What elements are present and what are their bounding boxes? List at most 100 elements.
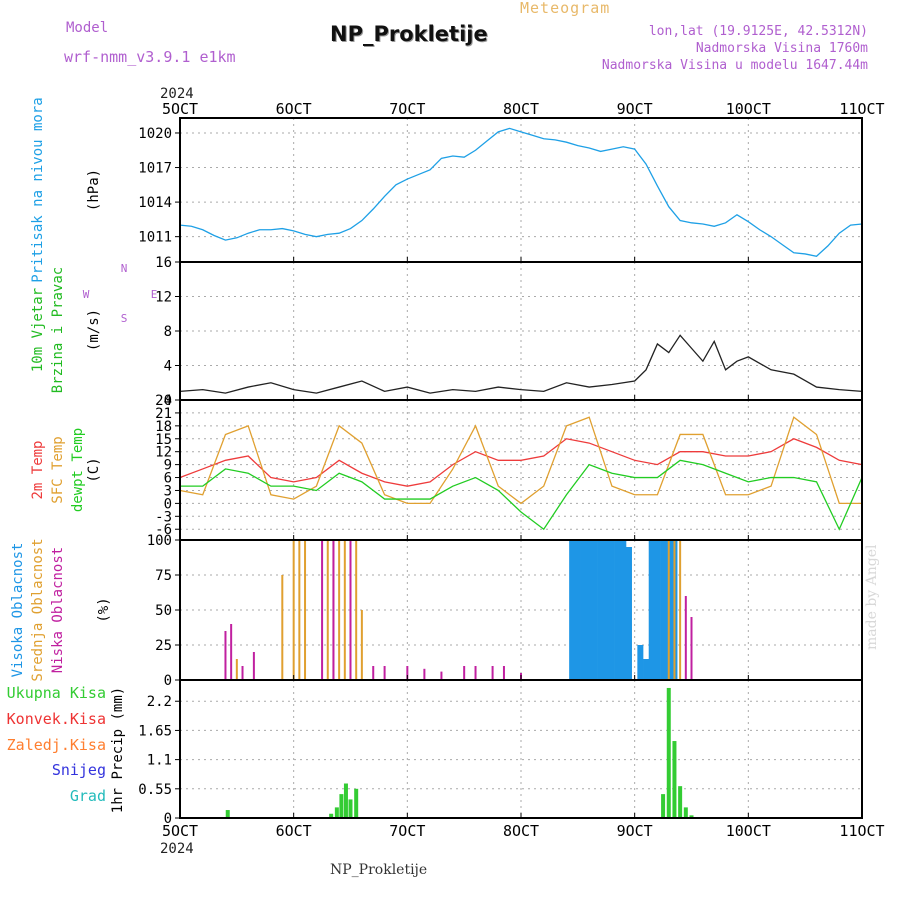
x-tick-label-bottom: 6OCT <box>276 822 312 840</box>
mid-cloud-bar <box>298 540 301 680</box>
low-cloud-bar <box>241 666 244 680</box>
y-tick-label: 4 <box>164 359 172 375</box>
y-tick-label: 1.1 <box>147 753 172 769</box>
pressure-line <box>179 127 863 257</box>
y-tick-label: 0 <box>164 811 172 827</box>
y-tick-label: 9 <box>164 458 172 474</box>
model-version: wrf-nmm_v3.9.1 e1km <box>64 48 236 66</box>
x-tick-label-top: 11OCT <box>839 100 884 118</box>
precip-bar <box>661 794 666 818</box>
low-cloud-bar <box>502 666 505 680</box>
y-tick-label: 1.65 <box>138 723 172 739</box>
y-tick-label: 18 <box>155 419 172 435</box>
low-cloud-bar <box>684 596 687 680</box>
wind-axis-label-2: Brzina i Pravac <box>50 267 66 393</box>
x-tick-label-bottom: 11OCT <box>839 822 884 840</box>
y-tick-label: 0.55 <box>138 782 172 798</box>
mid-cloud-bar <box>326 540 329 680</box>
sfc-line <box>179 416 862 505</box>
low-cloud-bar <box>406 666 409 680</box>
y-tick-label: 1014 <box>138 195 172 211</box>
footer-station: NP_Prokletije <box>330 862 428 878</box>
high-cloud-bar <box>608 540 615 680</box>
precip-bar <box>354 788 359 818</box>
precip-bar <box>678 786 683 818</box>
mid-cloud-bar <box>673 540 676 680</box>
x-tick-label-bottom: 10OCT <box>726 822 771 840</box>
model-label: Model <box>66 20 109 36</box>
high-cloud-bar <box>586 540 593 680</box>
mid-cloud-bar <box>281 575 284 680</box>
low-cloud-bar <box>491 666 494 680</box>
high-cloud-bar <box>591 540 598 680</box>
y-tick-label: 12 <box>155 290 172 306</box>
high-cloud-bar <box>597 540 604 680</box>
precip-bar <box>343 783 348 818</box>
precip-legend-0: Ukupna Kisa <box>7 684 106 702</box>
low-cloud-bar <box>349 540 352 680</box>
x-tick-label-top: 5OCT <box>162 100 198 118</box>
low-cloud-bar <box>690 617 693 680</box>
low-cloud-bar <box>440 671 443 680</box>
y-tick-label: 75 <box>155 568 172 584</box>
y-tick-label: 3 <box>164 483 172 499</box>
panel-frame <box>179 399 863 541</box>
low-cloud-bar <box>230 624 233 680</box>
precip-unit: 1hr Precip (mm) <box>110 687 126 813</box>
compass-s: S <box>121 312 128 325</box>
sfc-temp-axis-label: SFC Temp <box>50 436 66 503</box>
high-cloud-axis-label: Visoka Oblacnost <box>10 543 26 678</box>
y-tick-label: -3 <box>155 509 172 525</box>
wind-unit: (m/s) <box>86 309 102 351</box>
high-cloud-bar <box>637 645 644 680</box>
station-altitude: Nadmorska Visina 1760m <box>695 41 868 56</box>
low-cloud-bar <box>224 631 227 680</box>
x-tick-label-bottom: 8OCT <box>503 822 539 840</box>
precip-legend-1: Konvek.Kisa <box>7 710 106 728</box>
mid-cloud-bar <box>304 540 307 680</box>
y-tick-label: 12 <box>155 445 172 461</box>
x-tick-label-top: 7OCT <box>389 100 425 118</box>
high-cloud-bar <box>660 540 667 680</box>
low-cloud-bar <box>463 666 466 680</box>
x-tick-label-top: 6OCT <box>276 100 312 118</box>
y-tick-label: 0 <box>164 496 172 512</box>
y-tick-label: 100 <box>147 533 172 549</box>
pressure-axis-label: Pritisak na nivou mora <box>30 97 46 282</box>
y-tick-label: 0 <box>164 393 172 409</box>
pressure-unit: (hPa) <box>86 169 102 211</box>
x-tick-label-bottom: 7OCT <box>389 822 425 840</box>
precip-bar <box>689 815 694 818</box>
y-tick-label: 16 <box>155 255 172 271</box>
high-cloud-bar <box>620 540 627 680</box>
y-tick-label: 8 <box>164 324 172 340</box>
precip-legend-2: Zaledj.Kisa <box>7 736 106 754</box>
y-tick-label: 25 <box>155 638 172 654</box>
model-altitude: Nadmorska Visina u modelu 1647.44m <box>601 58 868 73</box>
x-tick-label-bottom: 5OCT <box>162 822 198 840</box>
precip-bar <box>334 807 339 818</box>
high-cloud-bar <box>643 659 650 680</box>
year-bottom: 2024 <box>160 841 194 857</box>
y-tick-label: 1011 <box>138 230 172 246</box>
mid-cloud-bar <box>235 659 238 680</box>
high-cloud-bar <box>648 540 655 680</box>
low-cloud-bar <box>474 666 477 680</box>
low-cloud-bar <box>383 666 386 680</box>
temp-axis-label: 2m Temp <box>30 440 46 499</box>
high-cloud-bar <box>654 540 661 680</box>
cloud-unit: (%) <box>96 597 112 622</box>
product-title: Meteogram <box>520 0 611 17</box>
low-cloud-bar <box>321 540 324 680</box>
x-tick-label-top: 10OCT <box>726 100 771 118</box>
y-tick-label: 6 <box>164 471 172 487</box>
t2m-line <box>179 438 863 487</box>
precip-bar <box>683 807 688 818</box>
mid-cloud-bar <box>679 540 682 680</box>
precip-legend-4: Grad <box>70 787 106 805</box>
y-tick-label: 2.2 <box>147 694 172 710</box>
high-cloud-bar <box>569 540 576 680</box>
high-cloud-bar <box>580 540 587 680</box>
x-tick-label-top: 9OCT <box>617 100 653 118</box>
